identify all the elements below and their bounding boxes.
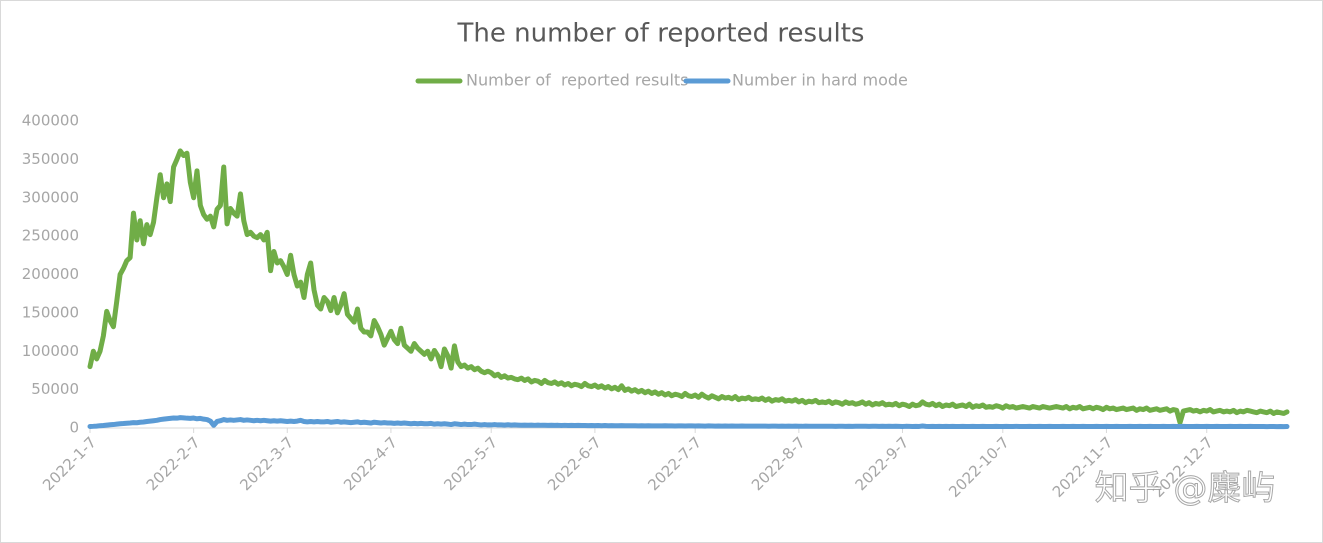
series-line [87, 148, 1290, 426]
watermark: 知乎 @麋屿 [1095, 469, 1276, 509]
y-tick-label: 50000 [31, 380, 79, 398]
y-tick-label: 300000 [22, 188, 79, 206]
legend-label: Number of reported results [466, 71, 689, 90]
y-tick-label: 0 [69, 419, 79, 437]
y-tick-label: 350000 [22, 150, 79, 168]
legend-label: Number in hard mode [732, 71, 908, 90]
y-tick-label: 100000 [22, 342, 79, 360]
series-line [87, 415, 1290, 430]
chart-title: The number of reported results [457, 19, 865, 49]
y-tick-label: 200000 [22, 265, 79, 283]
y-tick-label: 150000 [22, 303, 79, 321]
y-tick-label: 400000 [22, 112, 79, 130]
y-tick-label: 250000 [22, 227, 79, 245]
